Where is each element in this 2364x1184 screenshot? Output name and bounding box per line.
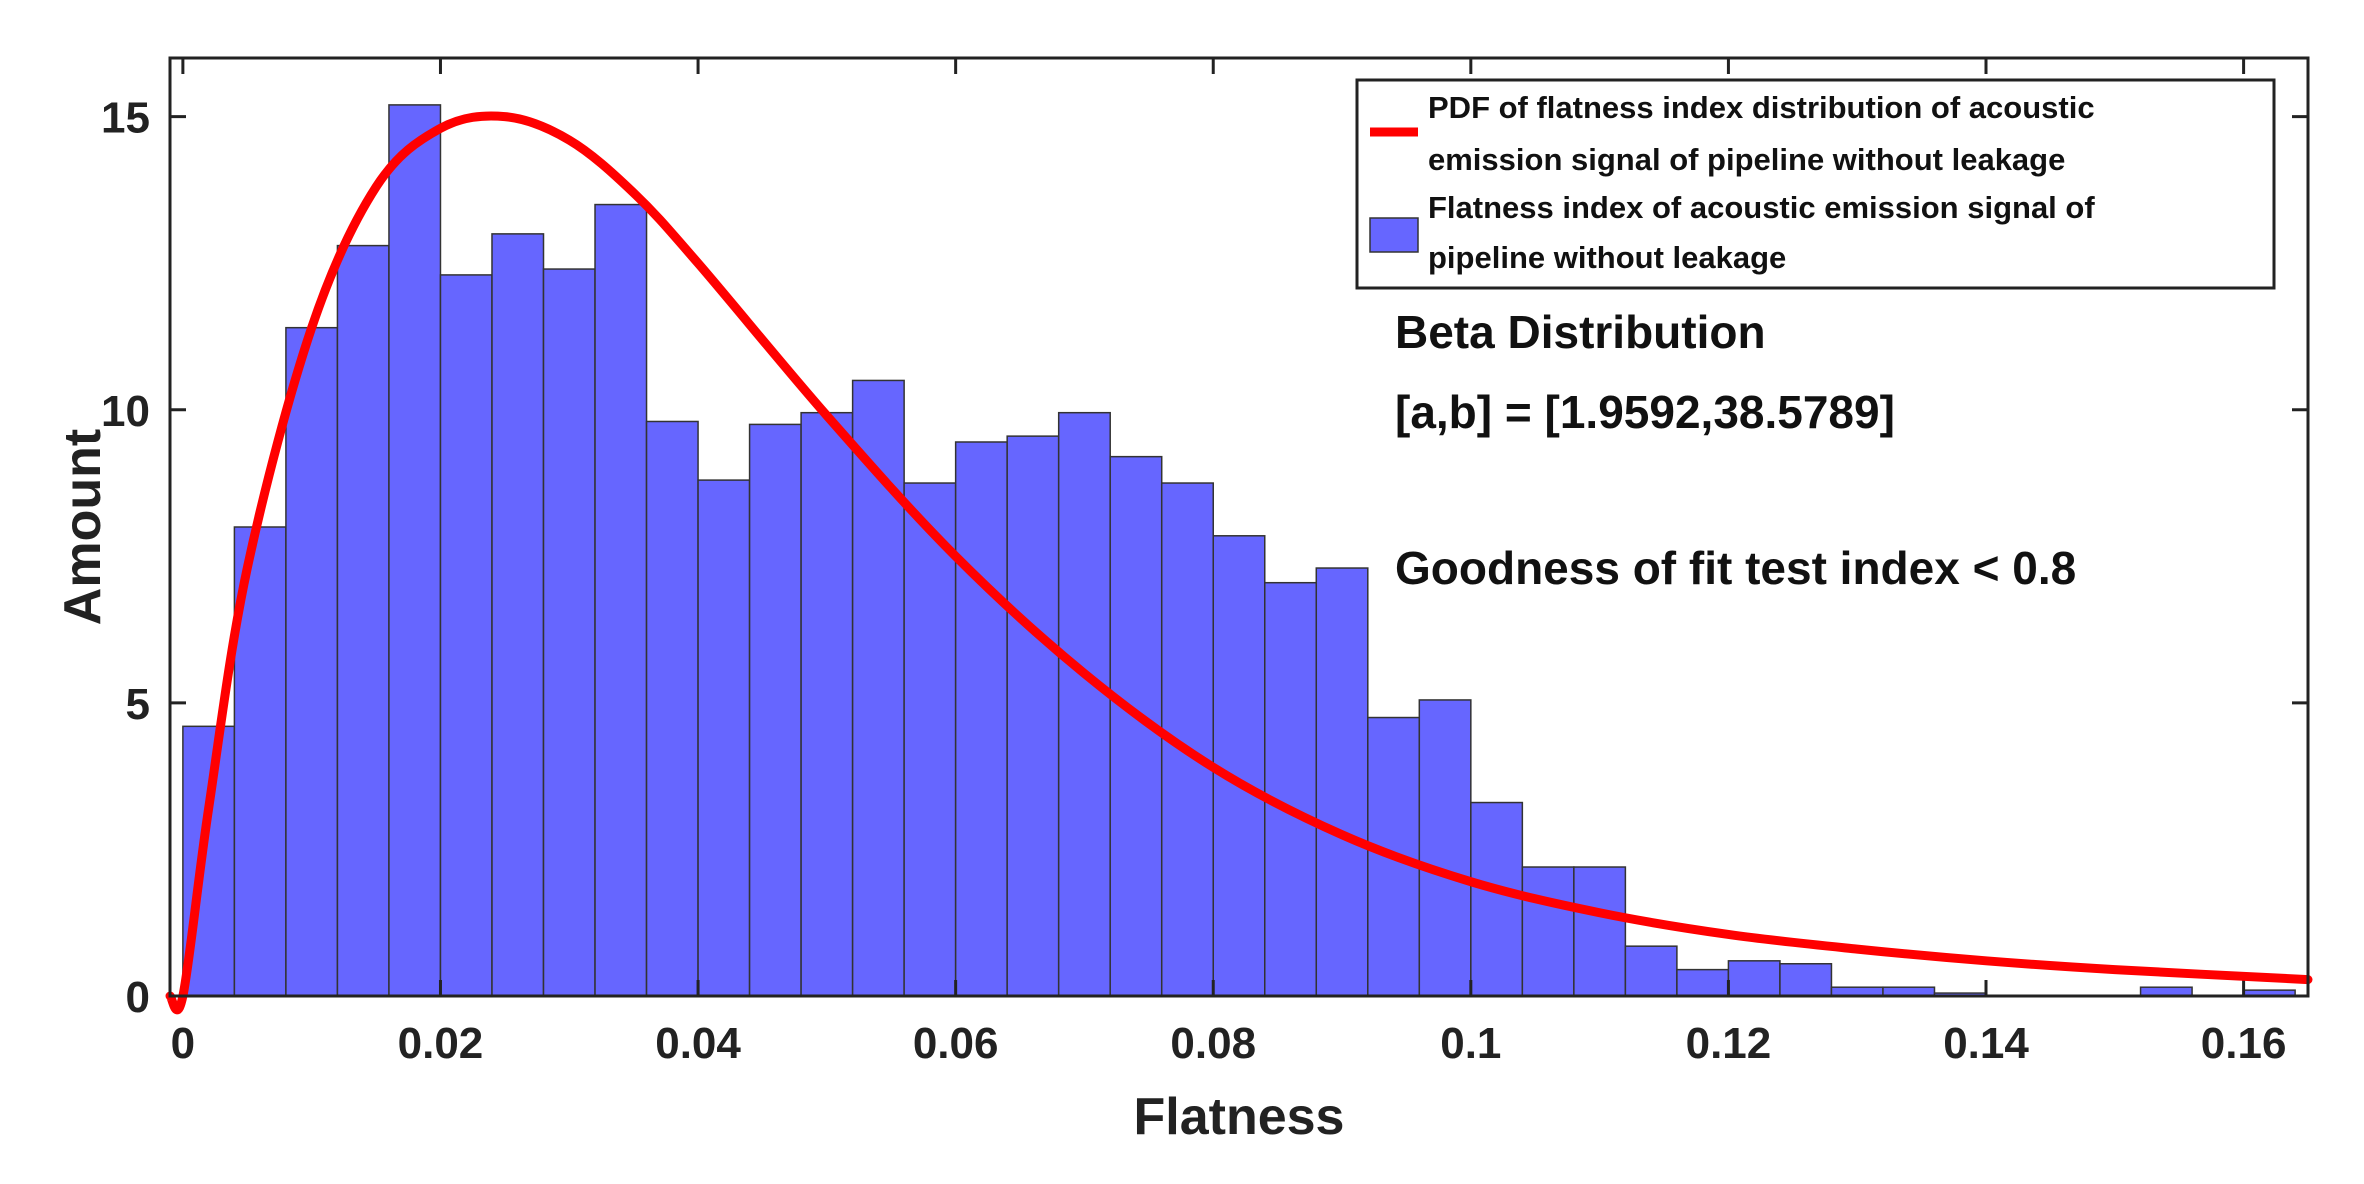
histogram-bar bbox=[645, 420, 699, 997]
annotation-parameters: [a,b] = [1.9592,38.5789] bbox=[1395, 386, 1895, 438]
histogram-bar bbox=[1057, 411, 1111, 997]
y-tick-label: 5 bbox=[126, 680, 150, 729]
legend-pdf-label-line-1: PDF of flatness index distribution of ac… bbox=[1428, 90, 2095, 125]
x-tick-label: 0 bbox=[171, 1019, 195, 1068]
histogram-bar bbox=[388, 104, 442, 997]
y-tick-label: 15 bbox=[101, 94, 150, 143]
legend-histogram-patch-marker bbox=[1369, 217, 1419, 253]
tick-labels: 0 0.02 0.04 0.06 0.08 0.1 0.12 0.14 0.16 0 5 10 15 bbox=[101, 94, 2286, 1068]
histogram-bar bbox=[439, 274, 493, 997]
histogram-bar bbox=[336, 244, 390, 997]
annotation-distribution-name: Beta Distribution bbox=[1395, 306, 1766, 358]
legend-histogram-label-line-1: Flatness index of acoustic emission sign… bbox=[1428, 190, 2095, 225]
histogram-bar bbox=[1676, 968, 1730, 997]
histogram-bar bbox=[1779, 963, 1833, 997]
histogram-bar bbox=[1470, 801, 1524, 997]
pdf-curve-layer bbox=[165, 111, 2313, 1015]
x-axis-label: Flatness bbox=[1134, 1088, 1345, 1146]
y-tick-label: 0 bbox=[126, 973, 150, 1022]
histogram-bar bbox=[285, 326, 339, 997]
histogram-bar bbox=[1006, 435, 1060, 997]
legend-box bbox=[1355, 78, 2276, 290]
histogram-bar bbox=[1212, 535, 1266, 997]
x-tick-label: 0.08 bbox=[1170, 1019, 1256, 1068]
axes-box bbox=[168, 56, 2310, 998]
pdf-curve-line bbox=[165, 111, 2313, 1015]
x-tick-label: 0.1 bbox=[1440, 1019, 1501, 1068]
histogram-bar bbox=[1418, 699, 1472, 997]
legend: PDF of flatness index distribution of ac… bbox=[1355, 78, 2276, 290]
y-tick-label: 10 bbox=[101, 387, 150, 436]
legend-pdf-label-line-2: emission signal of pipeline without leak… bbox=[1428, 142, 2065, 177]
legend-histogram-label-line-2: pipeline without leakage bbox=[1428, 240, 1786, 275]
x-tick-label: 0.04 bbox=[655, 1019, 741, 1068]
histogram-bar bbox=[542, 268, 596, 997]
histogram-bar bbox=[954, 441, 1008, 997]
histogram-bar bbox=[697, 479, 751, 997]
histogram-bar bbox=[1521, 866, 1575, 997]
histogram-bar bbox=[1315, 567, 1369, 997]
x-tick-label: 0.06 bbox=[913, 1019, 999, 1068]
annotation-goodness-of-fit: Goodness of fit test index < 0.8 bbox=[1395, 542, 2076, 594]
x-tick-label: 0.14 bbox=[1943, 1019, 2029, 1068]
histogram-bar bbox=[1573, 866, 1627, 997]
histogram-bar bbox=[1624, 945, 1678, 997]
histogram-bar bbox=[1727, 960, 1781, 997]
histogram-bar bbox=[903, 482, 957, 997]
x-tick-label: 0.16 bbox=[2201, 1019, 2287, 1068]
histogram-bar bbox=[851, 379, 905, 997]
x-tick-label: 0.02 bbox=[398, 1019, 484, 1068]
histogram-bar bbox=[1264, 581, 1318, 997]
y-axis-label: Amount bbox=[54, 429, 112, 625]
histogram-bar bbox=[491, 233, 545, 997]
histogram-bar bbox=[594, 203, 648, 997]
histogram-bar bbox=[748, 423, 802, 997]
histogram-bar bbox=[800, 411, 854, 997]
x-tick-label: 0.12 bbox=[1686, 1019, 1772, 1068]
